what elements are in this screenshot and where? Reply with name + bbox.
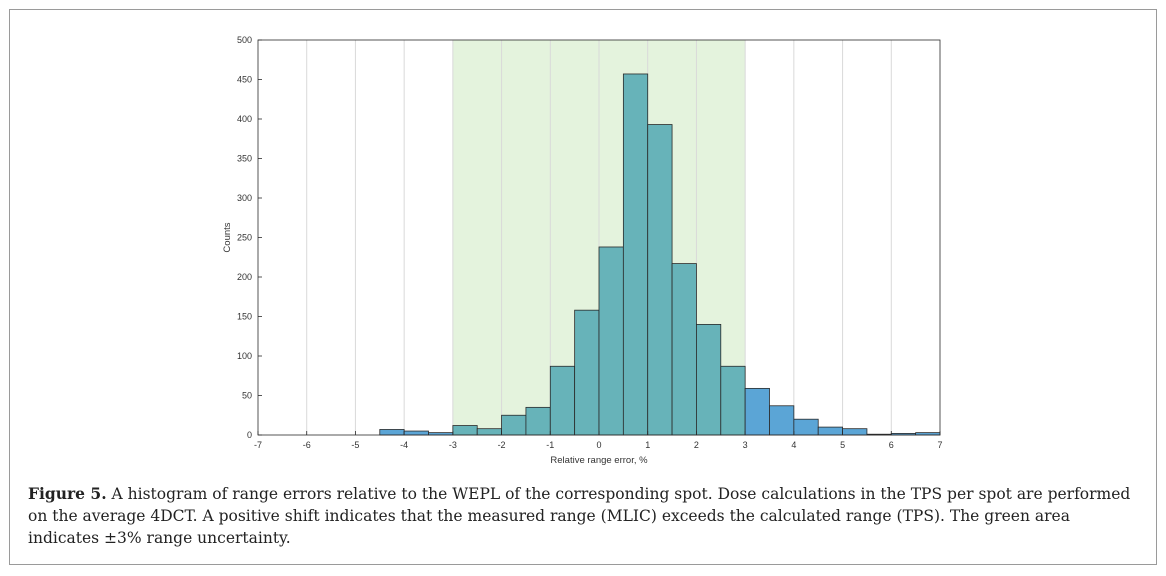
y-tick-label: 500	[237, 35, 252, 45]
histogram-bar	[793, 418, 819, 436]
grid-layer	[306, 40, 892, 435]
x-tick-label: -7	[254, 440, 262, 450]
histogram-chart: -7 -6 -5 -4 -3 -2 -1 0 1 2 3 4 5 6 7 0 50 100 150 200 250 300…	[222, 35, 943, 466]
histogram-bar	[720, 365, 746, 436]
x-tick-label: -6	[303, 440, 311, 450]
y-tick-label: 350	[237, 154, 252, 164]
histogram-bar	[744, 387, 770, 436]
y-tick-label: 300	[237, 193, 252, 203]
y-tick-label: 250	[237, 233, 252, 243]
x-tick-label: 4	[791, 440, 796, 450]
histogram-bar	[525, 406, 551, 436]
x-tick-label: 2	[694, 440, 699, 450]
histogram-bar	[379, 429, 405, 436]
x-tick-label: 6	[889, 440, 894, 450]
x-tick-label: 1	[645, 440, 650, 450]
x-tick-label: -3	[449, 440, 457, 450]
y-tick-label: 50	[242, 391, 252, 401]
histogram-bar	[549, 365, 576, 436]
histogram-bar	[817, 426, 843, 436]
y-tick-label: 400	[237, 114, 252, 124]
histogram-bar	[598, 246, 624, 436]
y-tick-label: 100	[237, 351, 252, 361]
x-tick-label: -5	[351, 440, 359, 450]
caption-label: Figure 5.	[28, 484, 107, 503]
y-axis-label: Counts	[222, 222, 233, 252]
bar-layer	[379, 73, 941, 436]
x-tick-label: -1	[546, 440, 554, 450]
y-tick-label: 450	[237, 75, 252, 85]
histogram-bar	[696, 323, 722, 436]
histogram-bar	[622, 73, 649, 436]
histogram-bar	[671, 263, 697, 436]
x-tick-label: 5	[840, 440, 845, 450]
caption-text: A histogram of range errors relative to …	[28, 485, 1131, 547]
figure-caption: Figure 5. A histogram of range errors re…	[28, 483, 1138, 549]
histogram-bar	[769, 405, 795, 436]
x-tick-label: 0	[596, 440, 601, 450]
x-tick-label: 3	[743, 440, 748, 450]
histogram-bar	[574, 309, 600, 436]
axis-layer: -7 -6 -5 -4 -3 -2 -1 0 1 2 3 4 5 6 7 0 50 100 150 200 250 300…	[237, 35, 943, 450]
y-tick-label: 200	[237, 272, 252, 282]
x-tick-label: 7	[937, 440, 942, 450]
y-tick-label: 150	[237, 312, 252, 322]
histogram-bar	[476, 428, 502, 436]
y-tick-label: 0	[247, 430, 252, 440]
x-tick-label: -2	[498, 440, 506, 450]
histogram-bar	[452, 425, 478, 436]
x-axis-label: Relative range error, %	[550, 455, 648, 466]
histogram-bar	[842, 428, 868, 436]
histogram-bar	[647, 124, 673, 436]
x-tick-label: -4	[400, 440, 408, 450]
histogram-bar	[403, 430, 429, 436]
histogram-bar	[501, 414, 527, 436]
